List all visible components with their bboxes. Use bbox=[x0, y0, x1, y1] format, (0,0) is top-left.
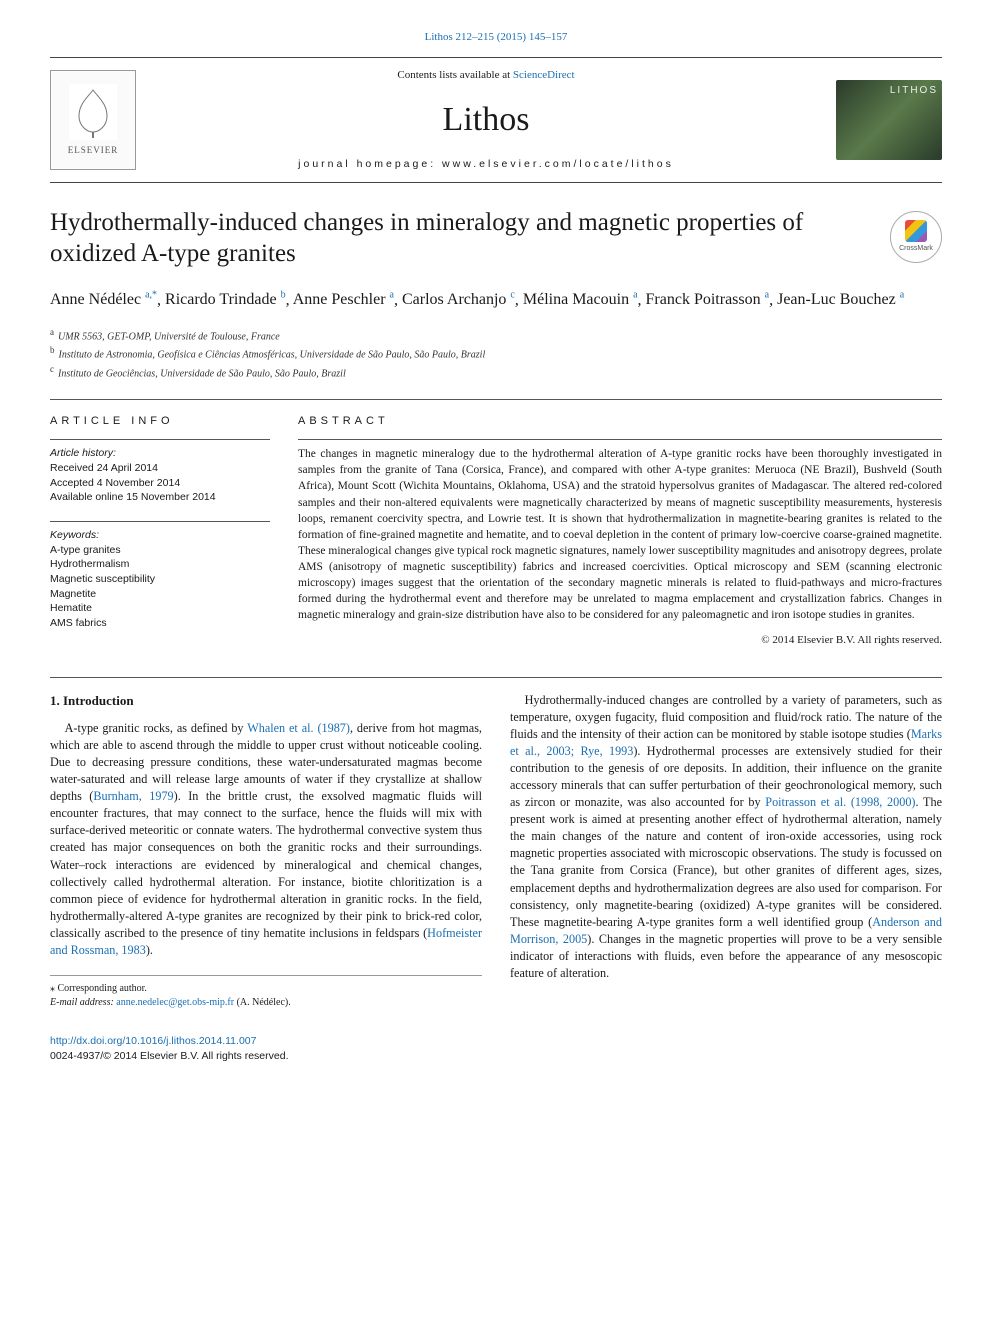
homepage-url[interactable]: www.elsevier.com/locate/lithos bbox=[442, 158, 674, 170]
info-abstract-row: ARTICLE INFO Article history: Received 2… bbox=[50, 414, 942, 649]
journal-cover-thumbnail: LITHOS bbox=[836, 80, 942, 160]
corresponding-author-footnote: ⁎ Corresponding author. E-mail address: … bbox=[50, 975, 482, 1010]
ref-link[interactable]: Poitrasson et al. (1998, 2000) bbox=[765, 795, 915, 809]
doi-block: http://dx.doi.org/10.1016/j.lithos.2014.… bbox=[50, 1034, 942, 1063]
author: Mélina Macouin a bbox=[523, 291, 638, 308]
corr-author-label: ⁎ Corresponding author. bbox=[50, 982, 482, 996]
intro-para-2: Hydrothermally-induced changes are contr… bbox=[510, 692, 942, 982]
title-row: Hydrothermally-induced changes in minera… bbox=[50, 207, 942, 270]
affiliation-b: bInstituto de Astronomia, Geofísica e Ci… bbox=[50, 344, 942, 362]
divider bbox=[50, 677, 942, 678]
contents-line: Contents lists available at ScienceDirec… bbox=[154, 68, 818, 83]
affiliation-list: aUMR 5563, GET-OMP, Université de Toulou… bbox=[50, 326, 942, 381]
body-columns: 1. Introduction A-type granitic rocks, a… bbox=[50, 692, 942, 1010]
article-info-block: ARTICLE INFO Article history: Received 2… bbox=[50, 414, 270, 649]
keywords-list: A-type granitesHydrothermalismMagnetic s… bbox=[50, 543, 270, 631]
accepted-date: Accepted 4 November 2014 bbox=[50, 476, 270, 491]
ref-link[interactable]: Burnham, 1979 bbox=[93, 789, 173, 803]
author: Anne Nédélec a,* bbox=[50, 291, 157, 308]
sciencedirect-link[interactable]: ScienceDirect bbox=[513, 69, 575, 81]
author: Ricardo Trindade b bbox=[165, 291, 286, 308]
journal-reference-bar: Lithos 212–215 (2015) 145–157 bbox=[50, 30, 942, 45]
journal-title: Lithos bbox=[154, 96, 818, 144]
article-info-heading: ARTICLE INFO bbox=[50, 414, 270, 429]
author: Franck Poitrasson a bbox=[646, 291, 770, 308]
cover-label: LITHOS bbox=[890, 84, 938, 98]
keyword: AMS fabrics bbox=[50, 616, 270, 631]
abstract-text: The changes in magnetic mineralogy due t… bbox=[298, 446, 942, 623]
author-list: Anne Nédélec a,*, Ricardo Trindade b, An… bbox=[50, 288, 942, 312]
author: Jean-Luc Bouchez a bbox=[777, 291, 904, 308]
publisher-name: ELSEVIER bbox=[68, 144, 119, 157]
article-title: Hydrothermally-induced changes in minera… bbox=[50, 207, 872, 270]
corr-email-name: (A. Nédélec). bbox=[234, 997, 291, 1008]
keyword: Hydrothermalism bbox=[50, 557, 270, 572]
corr-email-link[interactable]: anne.nedelec@get.obs-mip.fr bbox=[116, 997, 234, 1008]
received-date: Received 24 April 2014 bbox=[50, 461, 270, 476]
divider bbox=[50, 399, 942, 400]
homepage-label: journal homepage: bbox=[298, 158, 442, 170]
online-date: Available online 15 November 2014 bbox=[50, 490, 270, 505]
keyword: Magnetite bbox=[50, 587, 270, 602]
ref-link[interactable]: Whalen et al. (1987) bbox=[247, 721, 350, 735]
keywords-label: Keywords: bbox=[50, 528, 270, 543]
author: Anne Peschler a bbox=[293, 291, 394, 308]
keyword: Magnetic susceptibility bbox=[50, 572, 270, 587]
intro-para-1: A-type granitic rocks, as defined by Wha… bbox=[50, 720, 482, 959]
doi-link[interactable]: http://dx.doi.org/10.1016/j.lithos.2014.… bbox=[50, 1035, 256, 1047]
affiliation-c: cInstituto de Geociências, Universidade … bbox=[50, 363, 942, 381]
affiliation-a: aUMR 5563, GET-OMP, Université de Toulou… bbox=[50, 326, 942, 344]
email-label: E-mail address: bbox=[50, 997, 116, 1008]
header-middle: Contents lists available at ScienceDirec… bbox=[154, 68, 818, 172]
publisher-logo: ELSEVIER bbox=[50, 70, 136, 170]
contents-prefix: Contents lists available at bbox=[397, 69, 512, 81]
journal-header-box: ELSEVIER Contents lists available at Sci… bbox=[50, 57, 942, 183]
crossmark-badge[interactable]: CrossMark bbox=[890, 211, 942, 263]
crossmark-label: CrossMark bbox=[899, 244, 933, 254]
elsevier-tree-icon bbox=[69, 84, 117, 140]
author: Carlos Archanjo c bbox=[402, 291, 515, 308]
abstract-copyright: © 2014 Elsevier B.V. All rights reserved… bbox=[298, 633, 942, 648]
abstract-heading: ABSTRACT bbox=[298, 414, 942, 429]
issn-copyright: 0024-4937/© 2014 Elsevier B.V. All right… bbox=[50, 1049, 942, 1064]
keyword: A-type granites bbox=[50, 543, 270, 558]
section-heading-intro: 1. Introduction bbox=[50, 692, 482, 710]
history-label: Article history: bbox=[50, 446, 270, 461]
keyword: Hematite bbox=[50, 601, 270, 616]
journal-reference-link[interactable]: Lithos 212–215 (2015) 145–157 bbox=[425, 31, 568, 43]
journal-homepage: journal homepage: www.elsevier.com/locat… bbox=[154, 157, 818, 172]
abstract-block: ABSTRACT The changes in magnetic mineral… bbox=[298, 414, 942, 649]
